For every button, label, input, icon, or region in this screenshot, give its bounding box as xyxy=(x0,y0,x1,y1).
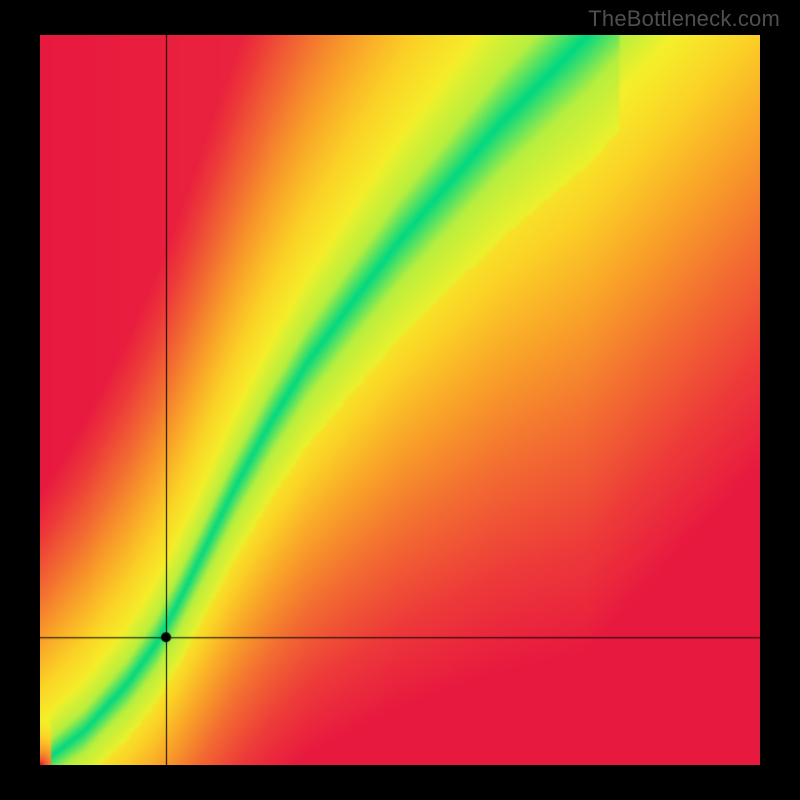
heatmap-plot xyxy=(40,35,760,765)
watermark-text: TheBottleneck.com xyxy=(588,6,780,32)
chart-container: TheBottleneck.com xyxy=(0,0,800,800)
